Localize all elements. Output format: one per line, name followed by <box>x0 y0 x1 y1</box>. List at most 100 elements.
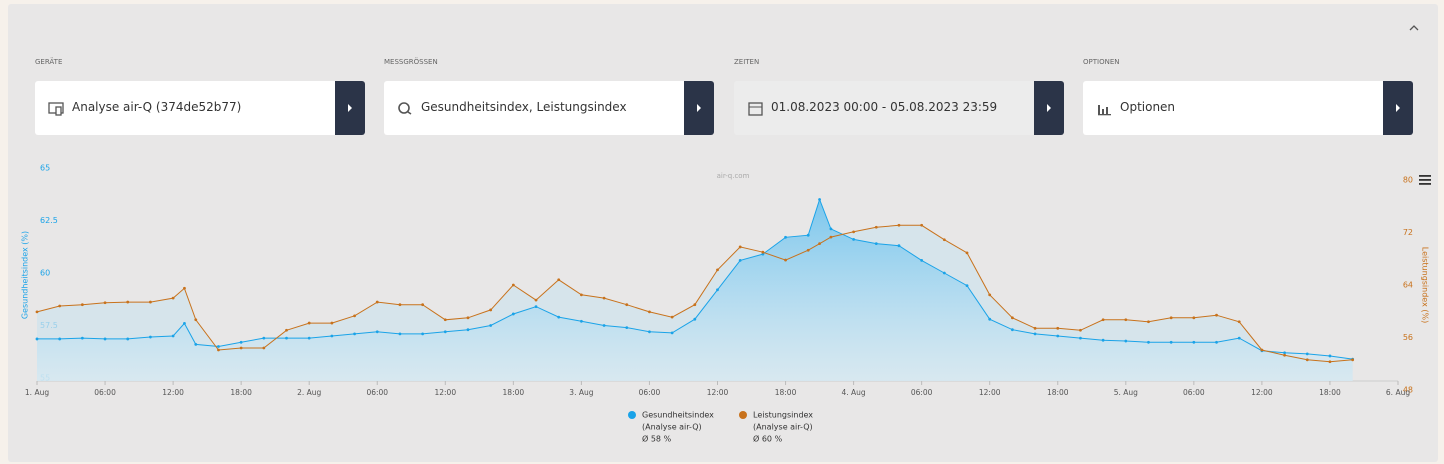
point <box>1101 338 1105 342</box>
point <box>1305 358 1309 362</box>
point <box>466 316 470 320</box>
x-tick-label: 18:00 <box>230 388 252 397</box>
x-tick-label: 06:00 <box>911 388 933 397</box>
point <box>1283 353 1286 357</box>
point <box>375 330 379 334</box>
x-tick-label: 5. Aug <box>1114 388 1138 397</box>
point <box>307 336 311 340</box>
point <box>580 293 583 297</box>
point <box>1351 358 1355 362</box>
point <box>421 332 425 336</box>
point <box>580 319 583 323</box>
point <box>375 300 379 304</box>
y2-tick-label: 64 <box>1403 281 1413 290</box>
point <box>466 328 470 332</box>
open-button[interactable] <box>335 81 365 135</box>
point <box>183 286 186 290</box>
options-select[interactable]: Optionen <box>1083 81 1413 135</box>
point <box>35 337 39 341</box>
point <box>194 318 198 322</box>
time-select[interactable]: 01.08.2023 00:00 - 05.08.2023 23:59 <box>734 81 1064 135</box>
x-tick-label: 06:00 <box>639 388 661 397</box>
y2-tick-label: 72 <box>1403 228 1413 237</box>
x-tick-label: 1. Aug <box>25 388 49 397</box>
series-area <box>37 199 1353 381</box>
point <box>670 331 674 335</box>
point <box>716 288 719 292</box>
legend-item[interactable]: Leistungsindex (Analyse air-Q) Ø 60 % <box>739 411 813 444</box>
point <box>239 346 243 350</box>
point <box>443 318 447 322</box>
point <box>965 251 969 255</box>
point <box>1305 352 1309 356</box>
point <box>421 303 425 307</box>
open-button[interactable] <box>1034 81 1064 135</box>
point <box>285 336 288 340</box>
calendar-icon <box>748 102 763 116</box>
point <box>874 242 878 246</box>
y2-axis-label: Leistungsindex (%) <box>1421 247 1430 323</box>
legend-average: Ø 58 % <box>642 434 672 444</box>
filter-label: ZEITEN <box>734 58 760 66</box>
point <box>738 259 742 262</box>
x-tick-label: 12:00 <box>162 388 184 397</box>
open-button[interactable] <box>1383 81 1413 135</box>
point <box>852 230 855 234</box>
point <box>557 278 561 282</box>
menu-icon[interactable] <box>1419 175 1431 185</box>
point <box>1010 328 1014 332</box>
point <box>1215 313 1218 317</box>
point <box>648 330 651 334</box>
point <box>784 235 787 239</box>
point <box>625 303 629 307</box>
panel <box>8 4 1438 462</box>
point <box>171 296 175 300</box>
filter-label: OPTIONEN <box>1083 58 1120 66</box>
point <box>353 314 356 318</box>
point <box>330 321 334 325</box>
search-icon <box>398 102 412 115</box>
filter-value: Gesundheitsindex, Leistungsindex <box>421 100 627 114</box>
point <box>149 335 152 339</box>
y-tick-label: 62.5 <box>40 216 58 225</box>
legend-item[interactable]: Gesundheitsindex (Analyse air-Q) Ø 58 % <box>628 411 714 444</box>
open-button[interactable] <box>684 81 714 135</box>
point <box>126 337 130 341</box>
point <box>1169 340 1173 344</box>
filter-value: Optionen <box>1120 100 1176 114</box>
point <box>761 252 765 256</box>
point <box>307 321 311 325</box>
point <box>217 348 220 352</box>
point <box>1260 348 1264 352</box>
point <box>1056 326 1060 330</box>
y-tick-label: 60 <box>40 269 50 278</box>
y-tick-label: 65 <box>40 164 50 173</box>
x-tick-label: 18:00 <box>1319 388 1341 397</box>
point <box>126 300 130 304</box>
point <box>58 304 62 308</box>
filter-value: Analyse air-Q (374de52b77) <box>72 100 242 114</box>
point <box>818 198 821 201</box>
x-tick-label: 06:00 <box>94 388 116 397</box>
point <box>511 312 515 316</box>
device-select[interactable]: Analyse air-Q (374de52b77) <box>35 81 365 135</box>
point <box>80 303 84 307</box>
legend-label: Gesundheitsindex <box>642 411 714 420</box>
point <box>489 324 493 327</box>
point <box>874 225 878 229</box>
device-icon <box>48 102 64 116</box>
metric-select[interactable]: Gesundheitsindex, Leistungsindex <box>384 81 714 135</box>
point <box>761 250 765 254</box>
point <box>239 340 243 344</box>
point <box>1079 328 1082 332</box>
point <box>670 315 674 319</box>
point <box>398 303 402 307</box>
point <box>920 259 924 262</box>
x-tick-label: 6. Aug <box>1386 388 1410 397</box>
point <box>557 315 561 319</box>
y2-tick-label: 48 <box>1403 386 1413 395</box>
point <box>988 317 992 321</box>
point <box>1033 326 1037 330</box>
